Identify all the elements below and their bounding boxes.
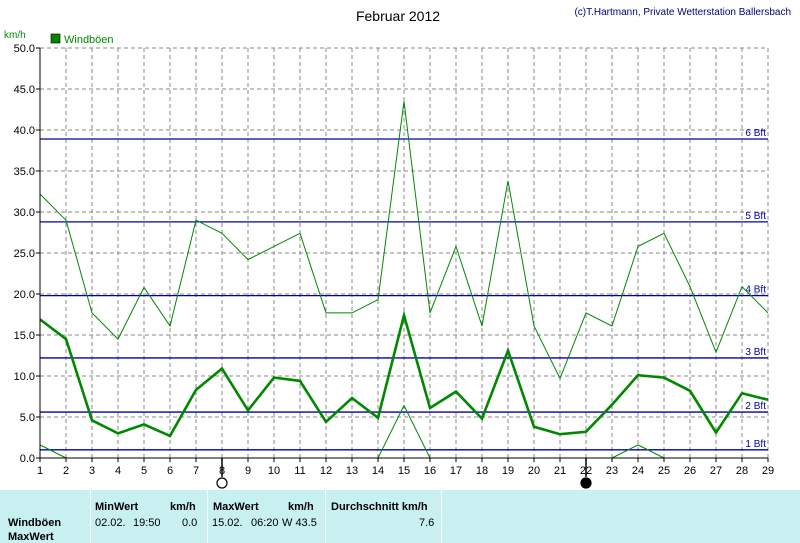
min-date: 02.02. [95, 517, 126, 529]
x-tick-label: 6 [167, 465, 173, 477]
max-value: W 43.5 [282, 517, 317, 529]
min-value: 0.0 [182, 517, 198, 529]
series-min-segment [637, 444, 665, 459]
x-tick-label: 26 [684, 465, 696, 477]
x-tick-label: 10 [268, 465, 280, 477]
x-tick-label: 3 [89, 465, 95, 477]
y-tick-label: 10.0 [14, 371, 35, 383]
column-divider [441, 490, 442, 543]
x-tick-label: 7 [193, 465, 199, 477]
y-tick-label: 15.0 [14, 330, 35, 342]
min-header: MinWert [95, 501, 139, 513]
new-moon-icon [580, 477, 592, 489]
max-unit: km/h [288, 501, 314, 513]
full-moon-icon [216, 477, 228, 489]
chart-title: Februar 2012 [356, 8, 440, 24]
x-tick-label: 24 [632, 465, 644, 477]
y-tick-label: 0.0 [20, 453, 35, 465]
x-tick-label: 23 [606, 465, 618, 477]
axes: 0.0 5.0 10.0 15.0 20.0 25.0 30.0 35.0 40.0 45.0 50… [14, 43, 774, 489]
y-tick-label: 40.0 [14, 125, 35, 137]
min-unit: km/h [170, 501, 196, 513]
x-tick-label: 29 [762, 465, 774, 477]
y-tick-label: 45.0 [14, 84, 35, 96]
avg-header: Durchschnitt km/h [331, 501, 428, 513]
min-time: 19:50 [133, 517, 161, 529]
x-tick-label: 11 [294, 465, 305, 477]
x-tick-label: 2 [63, 465, 69, 477]
beaufort-label: 6 Bft [745, 128, 766, 139]
series-lines [39, 101, 769, 459]
series-min-segment [403, 405, 431, 459]
series-min-segment [377, 405, 405, 459]
beaufort-label: 4 Bft [745, 285, 766, 296]
y-tick-label: 25.0 [14, 248, 35, 260]
avg-value: 7.6 [419, 517, 435, 529]
max-date: 15.02. [212, 517, 243, 529]
x-tick-label: 18 [476, 465, 488, 477]
row-label-windboeen: Windböen [8, 517, 62, 529]
column-divider [207, 490, 208, 543]
beaufort-label: 3 Bft [745, 347, 766, 358]
column-divider [90, 490, 91, 543]
series-max-line [39, 101, 769, 380]
beaufort-lines: 1 Bft 2 Bft 3 Bft 4 Bft 5 Bft 6 Bft [40, 128, 768, 451]
series-avg-line [39, 310, 769, 438]
y-tick-label: 5.0 [20, 412, 35, 424]
column-divider [325, 490, 326, 543]
x-tick-label: 15 [398, 465, 410, 477]
grid [39, 47, 769, 459]
x-tick-label: 20 [528, 465, 540, 477]
copyright-text: (c)T.Hartmann, Private Wetterstation Bal… [574, 7, 791, 18]
legend-swatch [50, 33, 61, 44]
x-tick-label: 19 [502, 465, 514, 477]
max-header: MaxWert [213, 501, 259, 513]
stats-panel: MinWert km/h MaxWert km/h Durchschnitt k… [0, 490, 800, 543]
x-tick-label: 4 [115, 465, 121, 477]
y-tick-label: 30.0 [14, 207, 35, 219]
x-tick-label: 17 [450, 465, 462, 477]
x-tick-label: 12 [320, 465, 332, 477]
x-tick-label: 25 [658, 465, 670, 477]
beaufort-label: 2 Bft [745, 401, 766, 412]
x-tick-label: 9 [245, 465, 251, 477]
legend-label: Windböen [64, 34, 114, 46]
y-axis-unit: km/h [4, 30, 26, 41]
x-tick-label: 27 [710, 465, 722, 477]
x-tick-label: 28 [736, 465, 748, 477]
x-tick-label: 14 [372, 465, 384, 477]
x-tick-label: 1 [37, 465, 43, 477]
beaufort-label: 5 Bft [745, 211, 766, 222]
x-tick-label: 13 [346, 465, 358, 477]
x-tick-label: 21 [554, 465, 566, 477]
y-tick-label: 50.0 [14, 43, 35, 55]
x-tick-label: 5 [141, 465, 147, 477]
beaufort-label: 1 Bft [745, 439, 766, 450]
row-label-maxwert: MaxWert [8, 531, 54, 543]
y-tick-label: 35.0 [14, 166, 35, 178]
series-min-segment [611, 444, 639, 459]
y-tick-label: 20.0 [14, 289, 35, 301]
max-time: 06:20 [251, 517, 279, 529]
chart: Februar 2012 (c)T.Hartmann, Private Wett… [4, 7, 791, 489]
series-min-segment [39, 444, 67, 459]
x-tick-label: 16 [424, 465, 436, 477]
